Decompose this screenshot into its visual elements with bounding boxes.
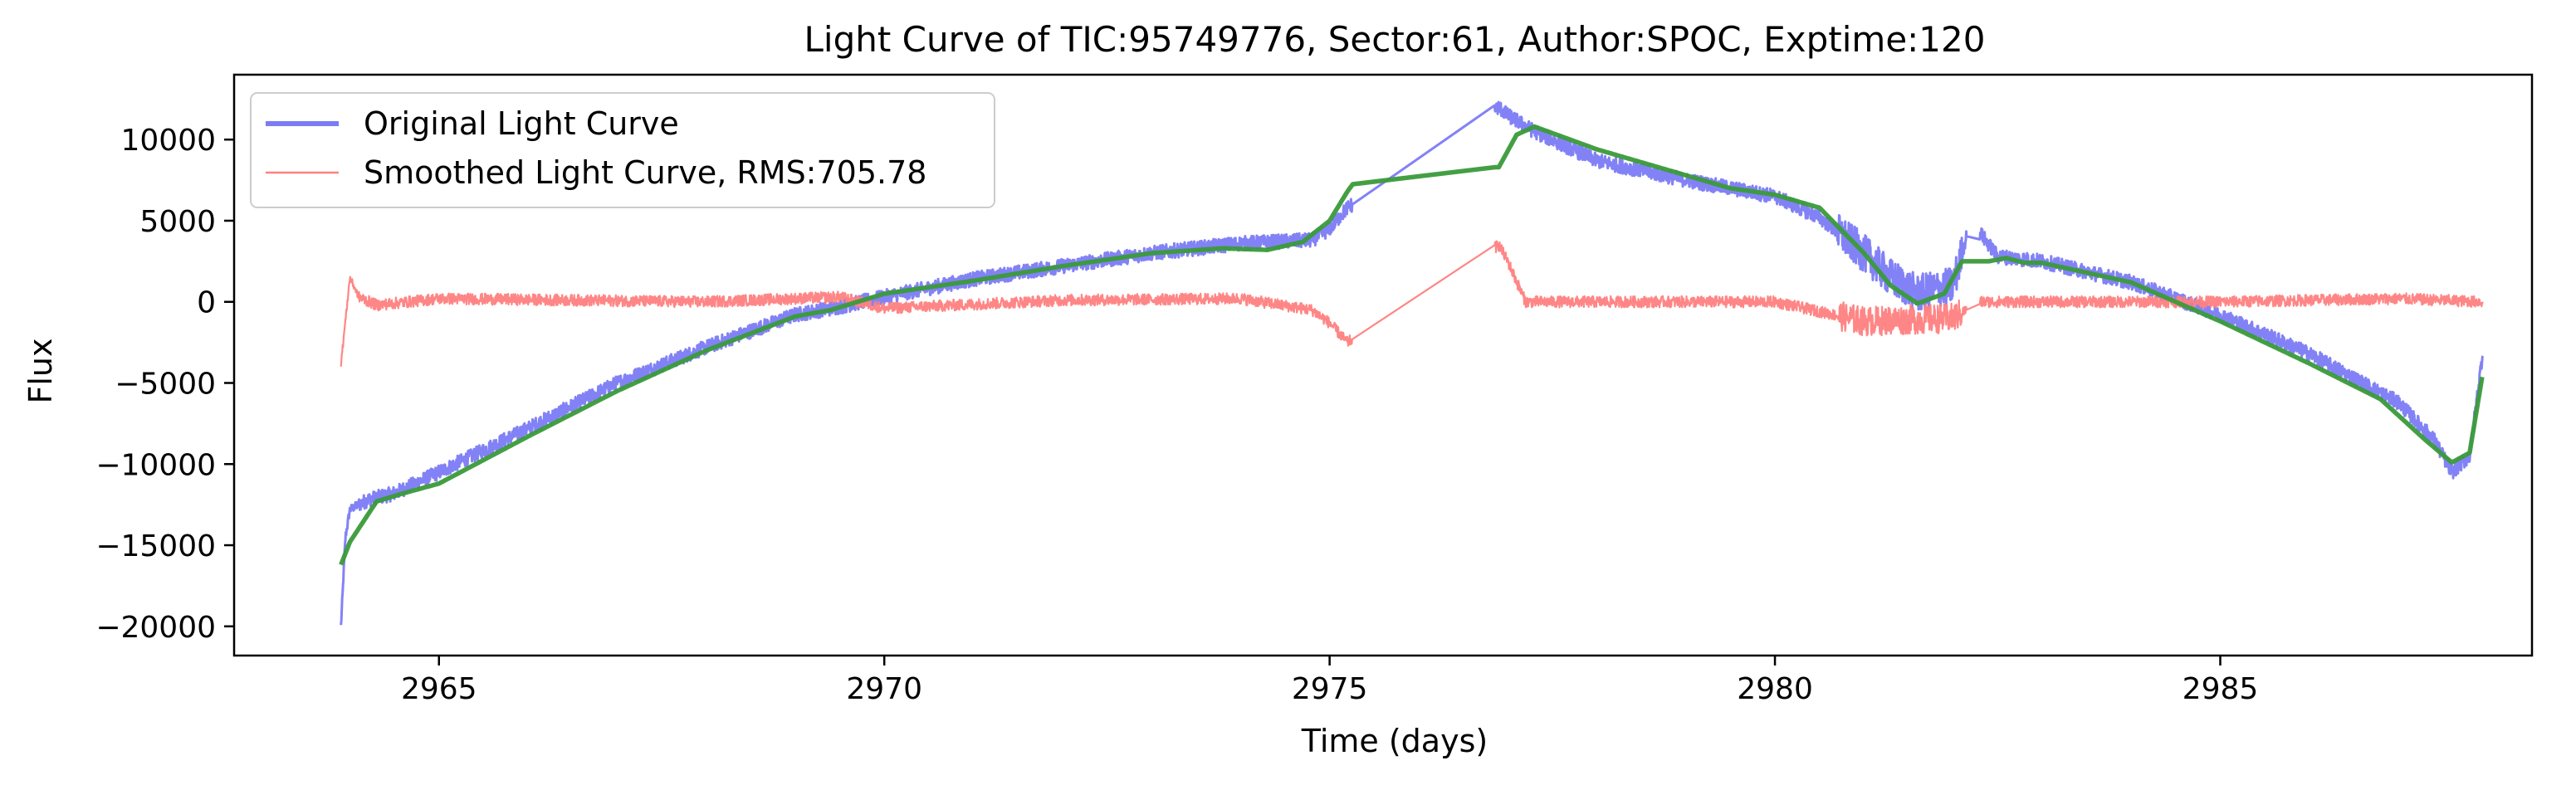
y-tick-label: −15000 (95, 529, 216, 563)
y-tick-label: −20000 (95, 611, 216, 645)
original-light-curve-line (340, 100, 2485, 626)
smoothed-trend-line (339, 124, 2485, 566)
legend: Original Light Curve Smoothed Light Curv… (250, 92, 995, 208)
plot-area (339, 100, 2485, 626)
x-tick-label: 2980 (1737, 672, 1813, 706)
y-tick-label: −5000 (115, 368, 216, 402)
y-tick-label: 10000 (120, 124, 216, 158)
legend-box (250, 92, 995, 208)
legend-label-smoothed: Smoothed Light Curve, RMS:705.78 (364, 154, 926, 191)
y-tick-label: 5000 (139, 205, 216, 239)
axes-frame (232, 73, 2534, 657)
legend-label-original: Original Light Curve (364, 105, 679, 142)
x-tick-label: 2985 (2183, 672, 2259, 706)
y-axis-label: Flux (22, 339, 59, 404)
y-tick-label: 0 (197, 286, 216, 320)
smoothed-residual-line (340, 240, 2484, 367)
x-tick-label: 2970 (846, 672, 922, 706)
x-tick-label: 2975 (1292, 672, 1368, 706)
chart-title: Light Curve of TIC:95749776, Sector:61, … (804, 19, 1986, 60)
axes: 2965 2970 2975 2980 2985 −20000 −15000 −10000 −5… (95, 73, 2534, 706)
y-tick-label: −10000 (95, 448, 216, 482)
x-axis-label: Time (days) (1301, 723, 1488, 759)
x-tick-label: 2965 (401, 672, 477, 706)
